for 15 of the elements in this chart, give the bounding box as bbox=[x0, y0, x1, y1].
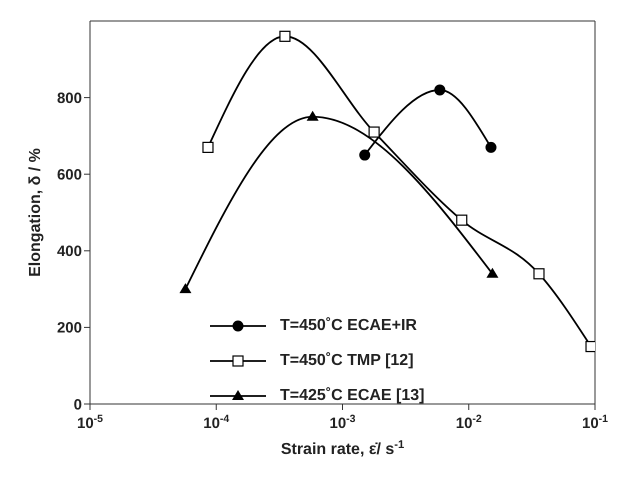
legend-label: T=450˚C ECAE+IR bbox=[280, 316, 417, 334]
y-tick-label: 200 bbox=[56, 320, 82, 337]
y-tick-label: 0 bbox=[74, 396, 82, 414]
x-axis-title: Strain rate, ε̇/ s$^{-1}$ bbox=[280, 439, 404, 458]
x-tick-label: 10$^{-4}$ bbox=[203, 413, 230, 432]
y-tick-label: 800 bbox=[56, 90, 82, 107]
y-tick-label: 400 bbox=[56, 243, 82, 260]
legend-label: T=450˚C TMP [12] bbox=[280, 352, 414, 370]
y-axis-title: Elongation, δ / % bbox=[27, 148, 44, 277]
legend-label: T=425˚C ECAE [13] bbox=[280, 386, 424, 404]
y-tick-label: 600 bbox=[56, 166, 82, 184]
x-tick-label: 10$^{-1}$ bbox=[582, 413, 608, 432]
x-tick-label: 10$^{-5}$ bbox=[76, 413, 104, 432]
x-tick-label: 10$^{-2}$ bbox=[456, 413, 482, 432]
x-tick-label: 10$^{-3}$ bbox=[329, 413, 356, 432]
